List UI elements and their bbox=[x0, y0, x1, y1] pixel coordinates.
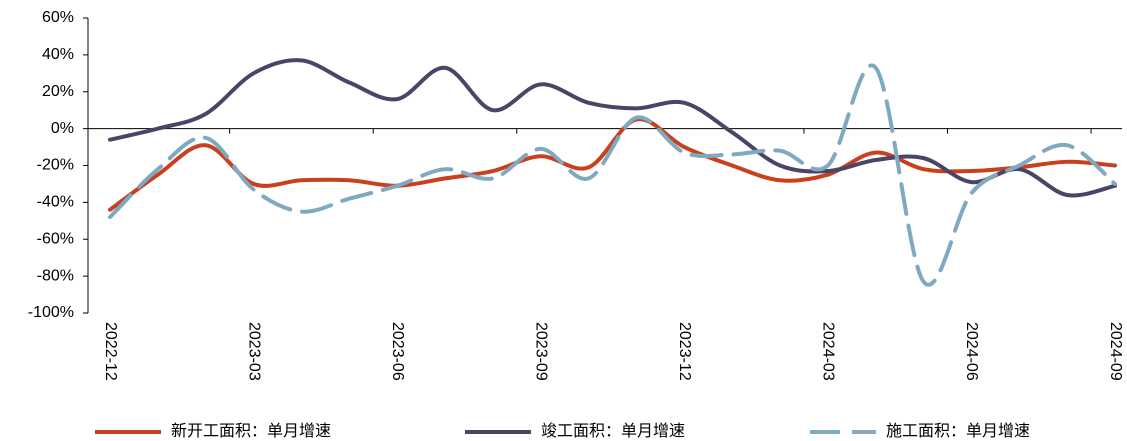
x-tick-label: 2024-03 bbox=[820, 322, 837, 381]
y-tick-label: -80% bbox=[37, 267, 74, 284]
x-tick-label: 2023-09 bbox=[532, 322, 549, 381]
line bbox=[108, 63, 1117, 287]
x-tick-label: 2024-06 bbox=[963, 322, 980, 381]
y-tick-label: -40% bbox=[37, 194, 74, 211]
legend-label: 新开工面积：单月增速 bbox=[171, 422, 331, 440]
x-tick-label: 2024-09 bbox=[1107, 322, 1124, 381]
x-tick-label: 2023-12 bbox=[676, 322, 693, 381]
line bbox=[108, 117, 1117, 212]
x-tick-label: 2023-03 bbox=[245, 322, 262, 381]
y-tick-label: 40% bbox=[42, 46, 74, 63]
x-tick-label: 2023-06 bbox=[389, 322, 406, 381]
x-tick-label: 2022-12 bbox=[102, 322, 119, 381]
y-tick-label: 20% bbox=[42, 83, 74, 100]
y-tick-label: -100% bbox=[28, 304, 74, 321]
line bbox=[108, 58, 1117, 198]
legend-label: 竣工面积：单月增速 bbox=[541, 422, 685, 440]
y-tick-label: 0% bbox=[51, 120, 74, 137]
y-tick-label: -60% bbox=[37, 230, 74, 247]
y-tick-label: 60% bbox=[42, 9, 74, 26]
legend-label: 施工面积：单月增速 bbox=[886, 422, 1030, 440]
y-tick-label: -20% bbox=[37, 157, 74, 174]
